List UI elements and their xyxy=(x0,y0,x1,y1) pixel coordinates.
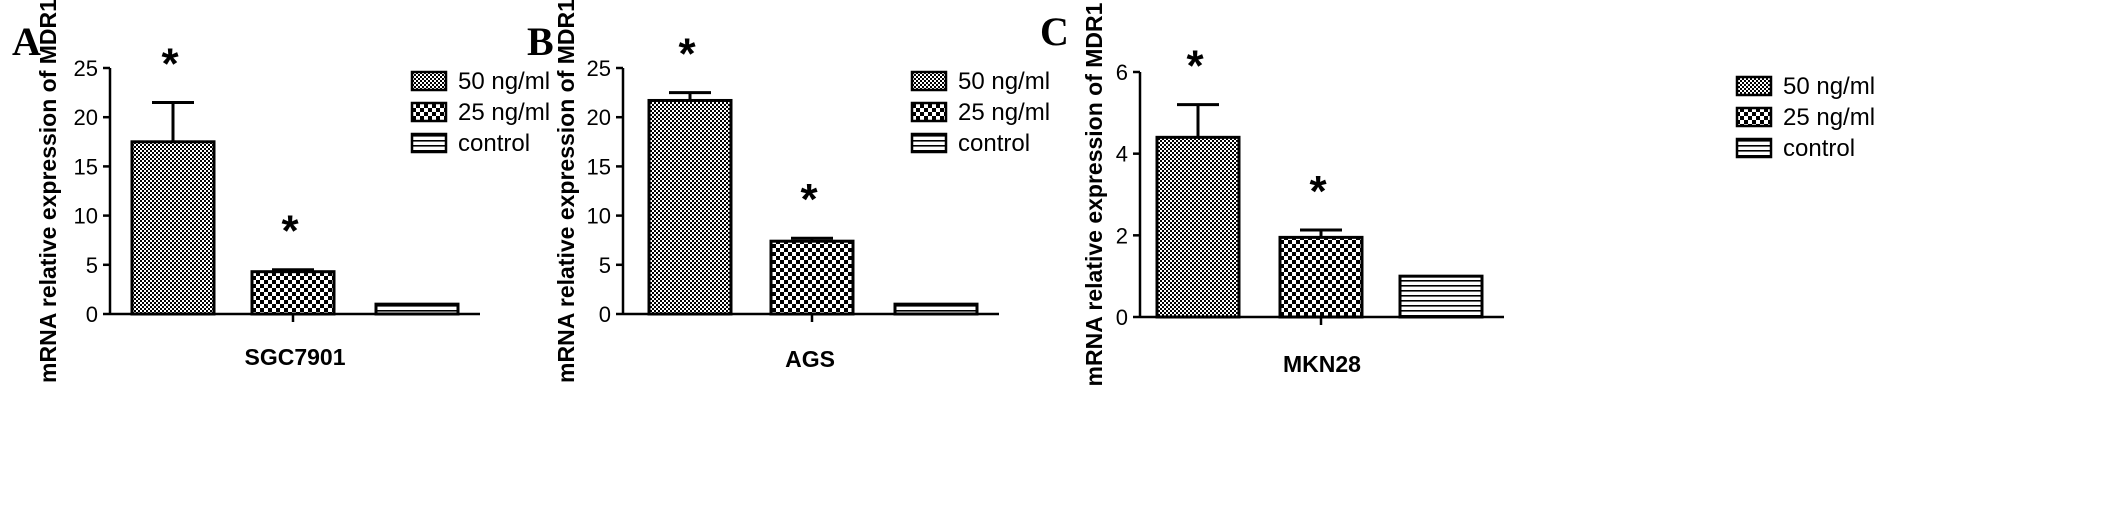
bar-control xyxy=(1398,274,1484,319)
legend-swatch xyxy=(910,70,948,92)
bar-control xyxy=(893,302,979,316)
y-tick-label: 25 xyxy=(74,56,98,81)
bar-50ng xyxy=(647,98,733,316)
y-tick-label: 20 xyxy=(74,105,98,130)
panel-letter: B xyxy=(527,19,554,64)
bar-25ng xyxy=(250,270,336,316)
y-tick-label: 0 xyxy=(599,302,611,327)
legend-swatch xyxy=(410,101,448,123)
significance-star: * xyxy=(678,30,696,79)
x-axis-title: SGC7901 xyxy=(244,344,345,370)
y-axis-title: mRNA relative expression of MDR1 xyxy=(1081,2,1107,386)
legend-label: control xyxy=(1783,135,1855,162)
y-tick-label: 0 xyxy=(86,302,98,327)
bar-control xyxy=(374,302,460,316)
y-tick-label: 25 xyxy=(587,56,611,81)
significance-star: * xyxy=(800,175,818,224)
y-tick-label: 15 xyxy=(587,154,611,179)
y-tick-label: 0 xyxy=(1116,305,1128,330)
legend-label: 50 ng/ml xyxy=(1783,73,1875,100)
legend-label: control xyxy=(458,130,530,157)
x-axis-title: MKN28 xyxy=(1283,351,1361,377)
y-tick-label: 6 xyxy=(1116,60,1128,85)
legend-swatch xyxy=(410,70,448,92)
y-tick-label: 5 xyxy=(86,253,98,278)
legend-swatch xyxy=(1735,75,1773,97)
significance-star: * xyxy=(1186,42,1204,91)
x-axis-title: AGS xyxy=(785,346,835,372)
y-tick-label: 10 xyxy=(587,204,611,229)
legend-swatch xyxy=(910,101,948,123)
legend-label: 25 ng/ml xyxy=(958,99,1050,126)
significance-star: * xyxy=(281,207,299,256)
y-tick-label: 15 xyxy=(74,154,98,179)
legend-swatch xyxy=(1735,137,1773,159)
legend-swatch xyxy=(910,132,948,154)
legend-swatch xyxy=(1735,106,1773,128)
panel-letter: A xyxy=(12,19,41,64)
bar-50ng xyxy=(130,140,216,316)
y-tick-label: 2 xyxy=(1116,223,1128,248)
y-axis-title: mRNA relative expression of MDR1 xyxy=(35,0,61,383)
y-tick-label: 10 xyxy=(74,204,98,229)
significance-star: * xyxy=(1309,167,1327,216)
panel-letter: C xyxy=(1040,9,1069,54)
y-axis-title: mRNA relative expression of MDR1 xyxy=(553,0,579,383)
y-tick-label: 5 xyxy=(599,253,611,278)
y-tick-label: 20 xyxy=(587,105,611,130)
legend-label: control xyxy=(958,130,1030,157)
legend-label: 50 ng/ml xyxy=(958,68,1050,95)
significance-star: * xyxy=(161,39,179,88)
bar-25ng xyxy=(1278,235,1364,319)
legend-label: 25 ng/ml xyxy=(458,99,550,126)
legend-label: 50 ng/ml xyxy=(458,68,550,95)
bar-50ng xyxy=(1155,135,1241,319)
bar-25ng xyxy=(769,239,855,316)
y-tick-label: 4 xyxy=(1116,142,1128,167)
legend-swatch xyxy=(410,132,448,154)
legend-label: 25 ng/ml xyxy=(1783,104,1875,131)
